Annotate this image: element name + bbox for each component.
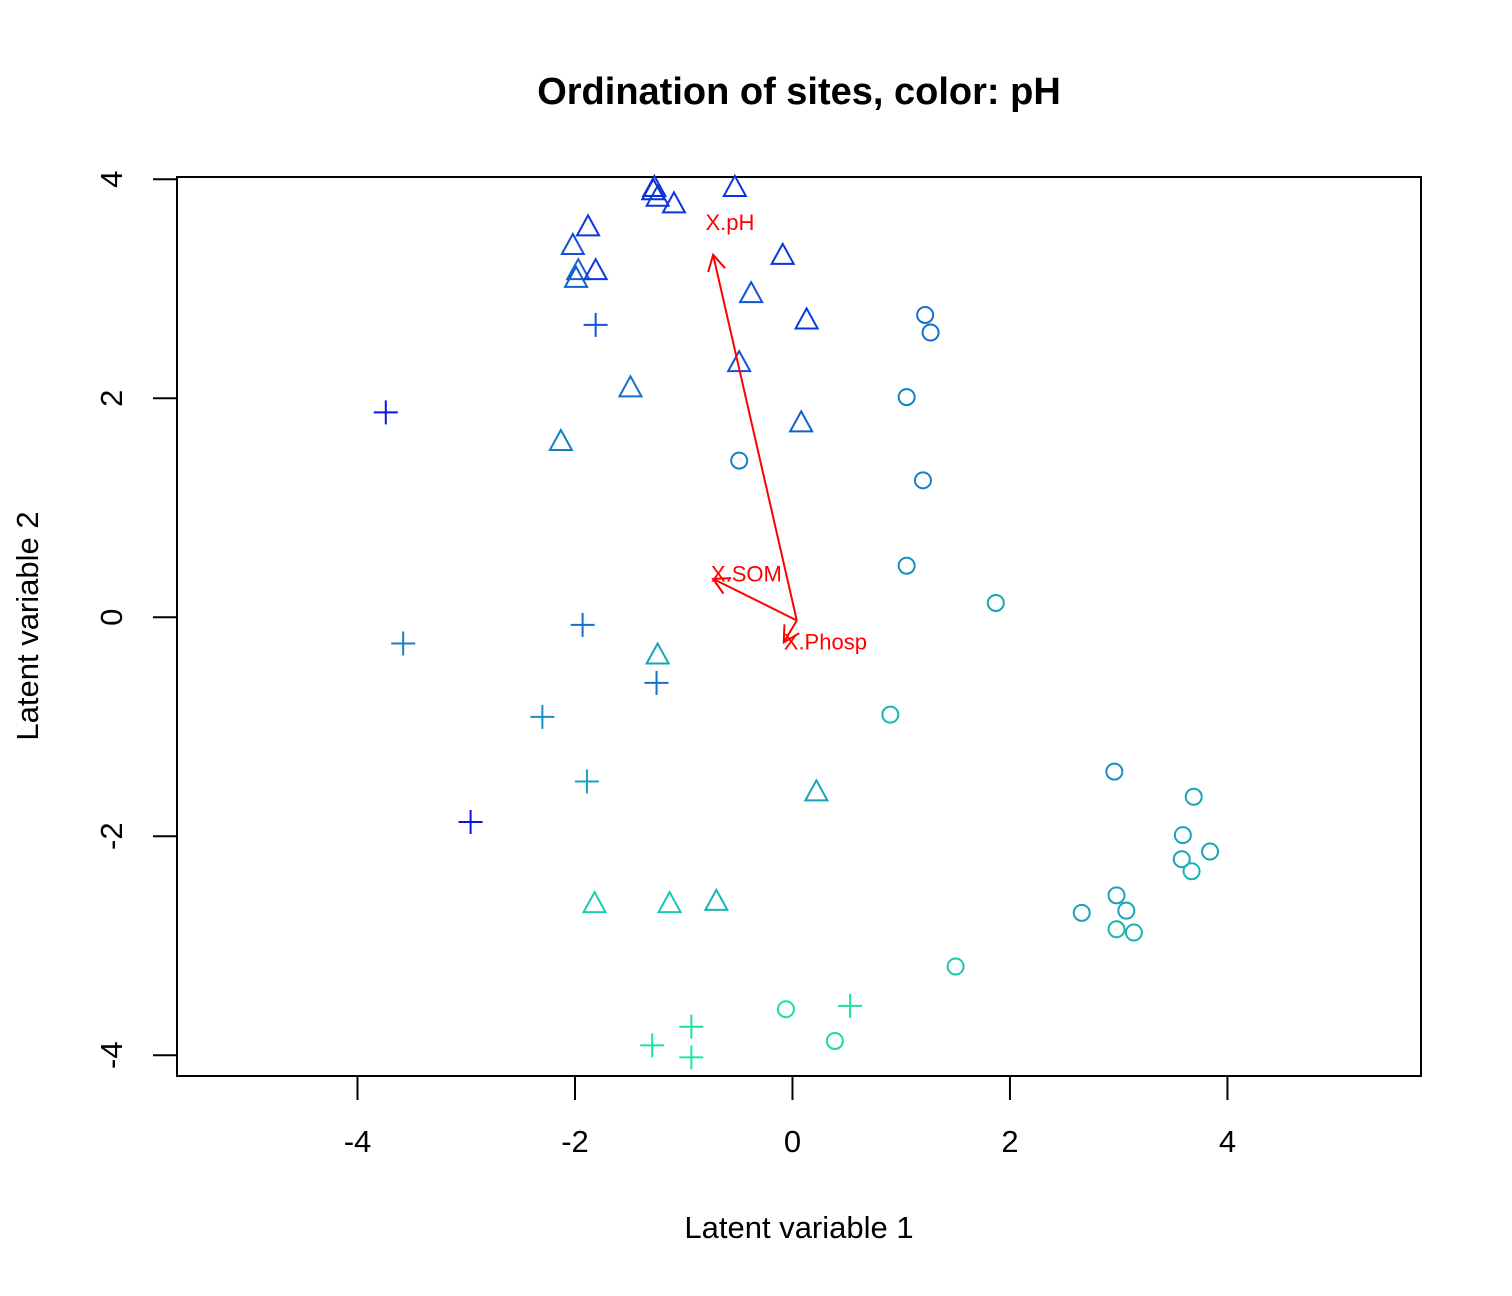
arrow-label: X.pH: [705, 210, 754, 235]
data-point-triangle: [644, 641, 671, 665]
data-point-circle: [1201, 842, 1220, 861]
data-point-triangle: [560, 231, 586, 255]
arrow-shaft: [782, 619, 798, 643]
data-point-plus: [391, 631, 416, 656]
y-tick-label: 2: [94, 390, 129, 407]
x-axis-label: Latent variable 1: [684, 1210, 913, 1245]
arrow-head: [782, 624, 800, 645]
x-tick-label: 0: [784, 1124, 801, 1159]
data-point-plus: [574, 769, 599, 794]
data-point-plus: [373, 400, 398, 425]
data-point-triangle: [788, 409, 814, 433]
data-point-circle: [1173, 826, 1192, 845]
data-point-plus: [640, 1033, 665, 1058]
data-point-circle: [1124, 923, 1143, 942]
data-point-plus: [530, 704, 555, 729]
data-point-circle: [1172, 850, 1191, 869]
data-point-triangle: [722, 173, 748, 197]
plot-frame: [176, 176, 1422, 1077]
data-point-plus: [583, 312, 608, 337]
arrow-head: [711, 577, 732, 595]
data-point-triangle: [661, 190, 687, 214]
data-point-triangle: [581, 890, 608, 914]
y-tick-label: 0: [94, 609, 129, 626]
chart-title: Ordination of sites, color: pH: [537, 71, 1061, 113]
data-point-circle: [1072, 903, 1091, 922]
y-tick-label: -4: [94, 1041, 129, 1069]
data-point-triangle: [575, 213, 601, 237]
data-point-circle: [1184, 787, 1203, 806]
x-tick-label: -4: [344, 1124, 372, 1159]
x-tick-label: 4: [1219, 1124, 1236, 1159]
data-point-circle: [776, 1000, 795, 1019]
y-axis-label: Latent variable 2: [10, 511, 45, 740]
x-axis: -4 -2 0 2 4: [344, 1075, 1236, 1159]
data-point-plus: [838, 993, 863, 1018]
data-point-plus: [570, 612, 595, 637]
arrow-label: X.Phosp: [784, 629, 867, 654]
data-point-circle: [897, 388, 916, 407]
data-point-circle: [916, 305, 935, 324]
arrow-shaft: [712, 577, 798, 622]
data-point-circle: [1182, 862, 1201, 881]
arrow-head: [707, 252, 726, 273]
data-point-triangle: [565, 257, 591, 281]
data-point-circle: [946, 957, 965, 976]
data-point-triangle: [563, 264, 589, 288]
data-point-circle: [1107, 920, 1126, 939]
data-point-circle: [825, 1031, 844, 1050]
data-points: [373, 173, 1220, 1070]
data-point-circle: [1105, 762, 1124, 781]
variable-arrows: X.pH X.SOM X.Phosp: [705, 210, 866, 654]
data-point-triangle: [548, 427, 574, 451]
data-point-circle: [730, 451, 749, 470]
data-point-circle: [897, 556, 916, 575]
arrow-label: X.SOM: [711, 561, 782, 586]
data-point-circle: [986, 593, 1005, 612]
y-tick-label: -2: [94, 822, 129, 850]
arrow-shaft: [712, 254, 798, 621]
x-tick-label: -2: [561, 1124, 589, 1159]
data-point-triangle: [656, 890, 683, 914]
x-tick-label: 2: [1001, 1124, 1018, 1159]
data-point-circle: [1117, 901, 1136, 920]
data-point-plus: [679, 1045, 704, 1070]
data-point-circle: [1107, 886, 1126, 905]
data-point-triangle: [703, 887, 730, 911]
data-point-circle: [913, 471, 932, 490]
data-point-plus: [458, 809, 483, 834]
data-point-plus: [679, 1014, 704, 1039]
data-point-triangle: [769, 241, 796, 265]
data-point-triangle: [644, 183, 671, 207]
data-point-triangle: [738, 280, 764, 304]
y-tick-label: 4: [94, 171, 129, 188]
data-point-circle: [881, 705, 900, 724]
y-axis: -4 -2 0 2 4: [94, 171, 178, 1069]
data-point-circle: [921, 323, 940, 342]
data-point-triangle: [582, 257, 609, 281]
data-point-triangle: [803, 778, 830, 802]
data-point-triangle: [617, 374, 644, 398]
data-point-plus: [644, 670, 669, 695]
data-point-triangle: [793, 306, 820, 330]
